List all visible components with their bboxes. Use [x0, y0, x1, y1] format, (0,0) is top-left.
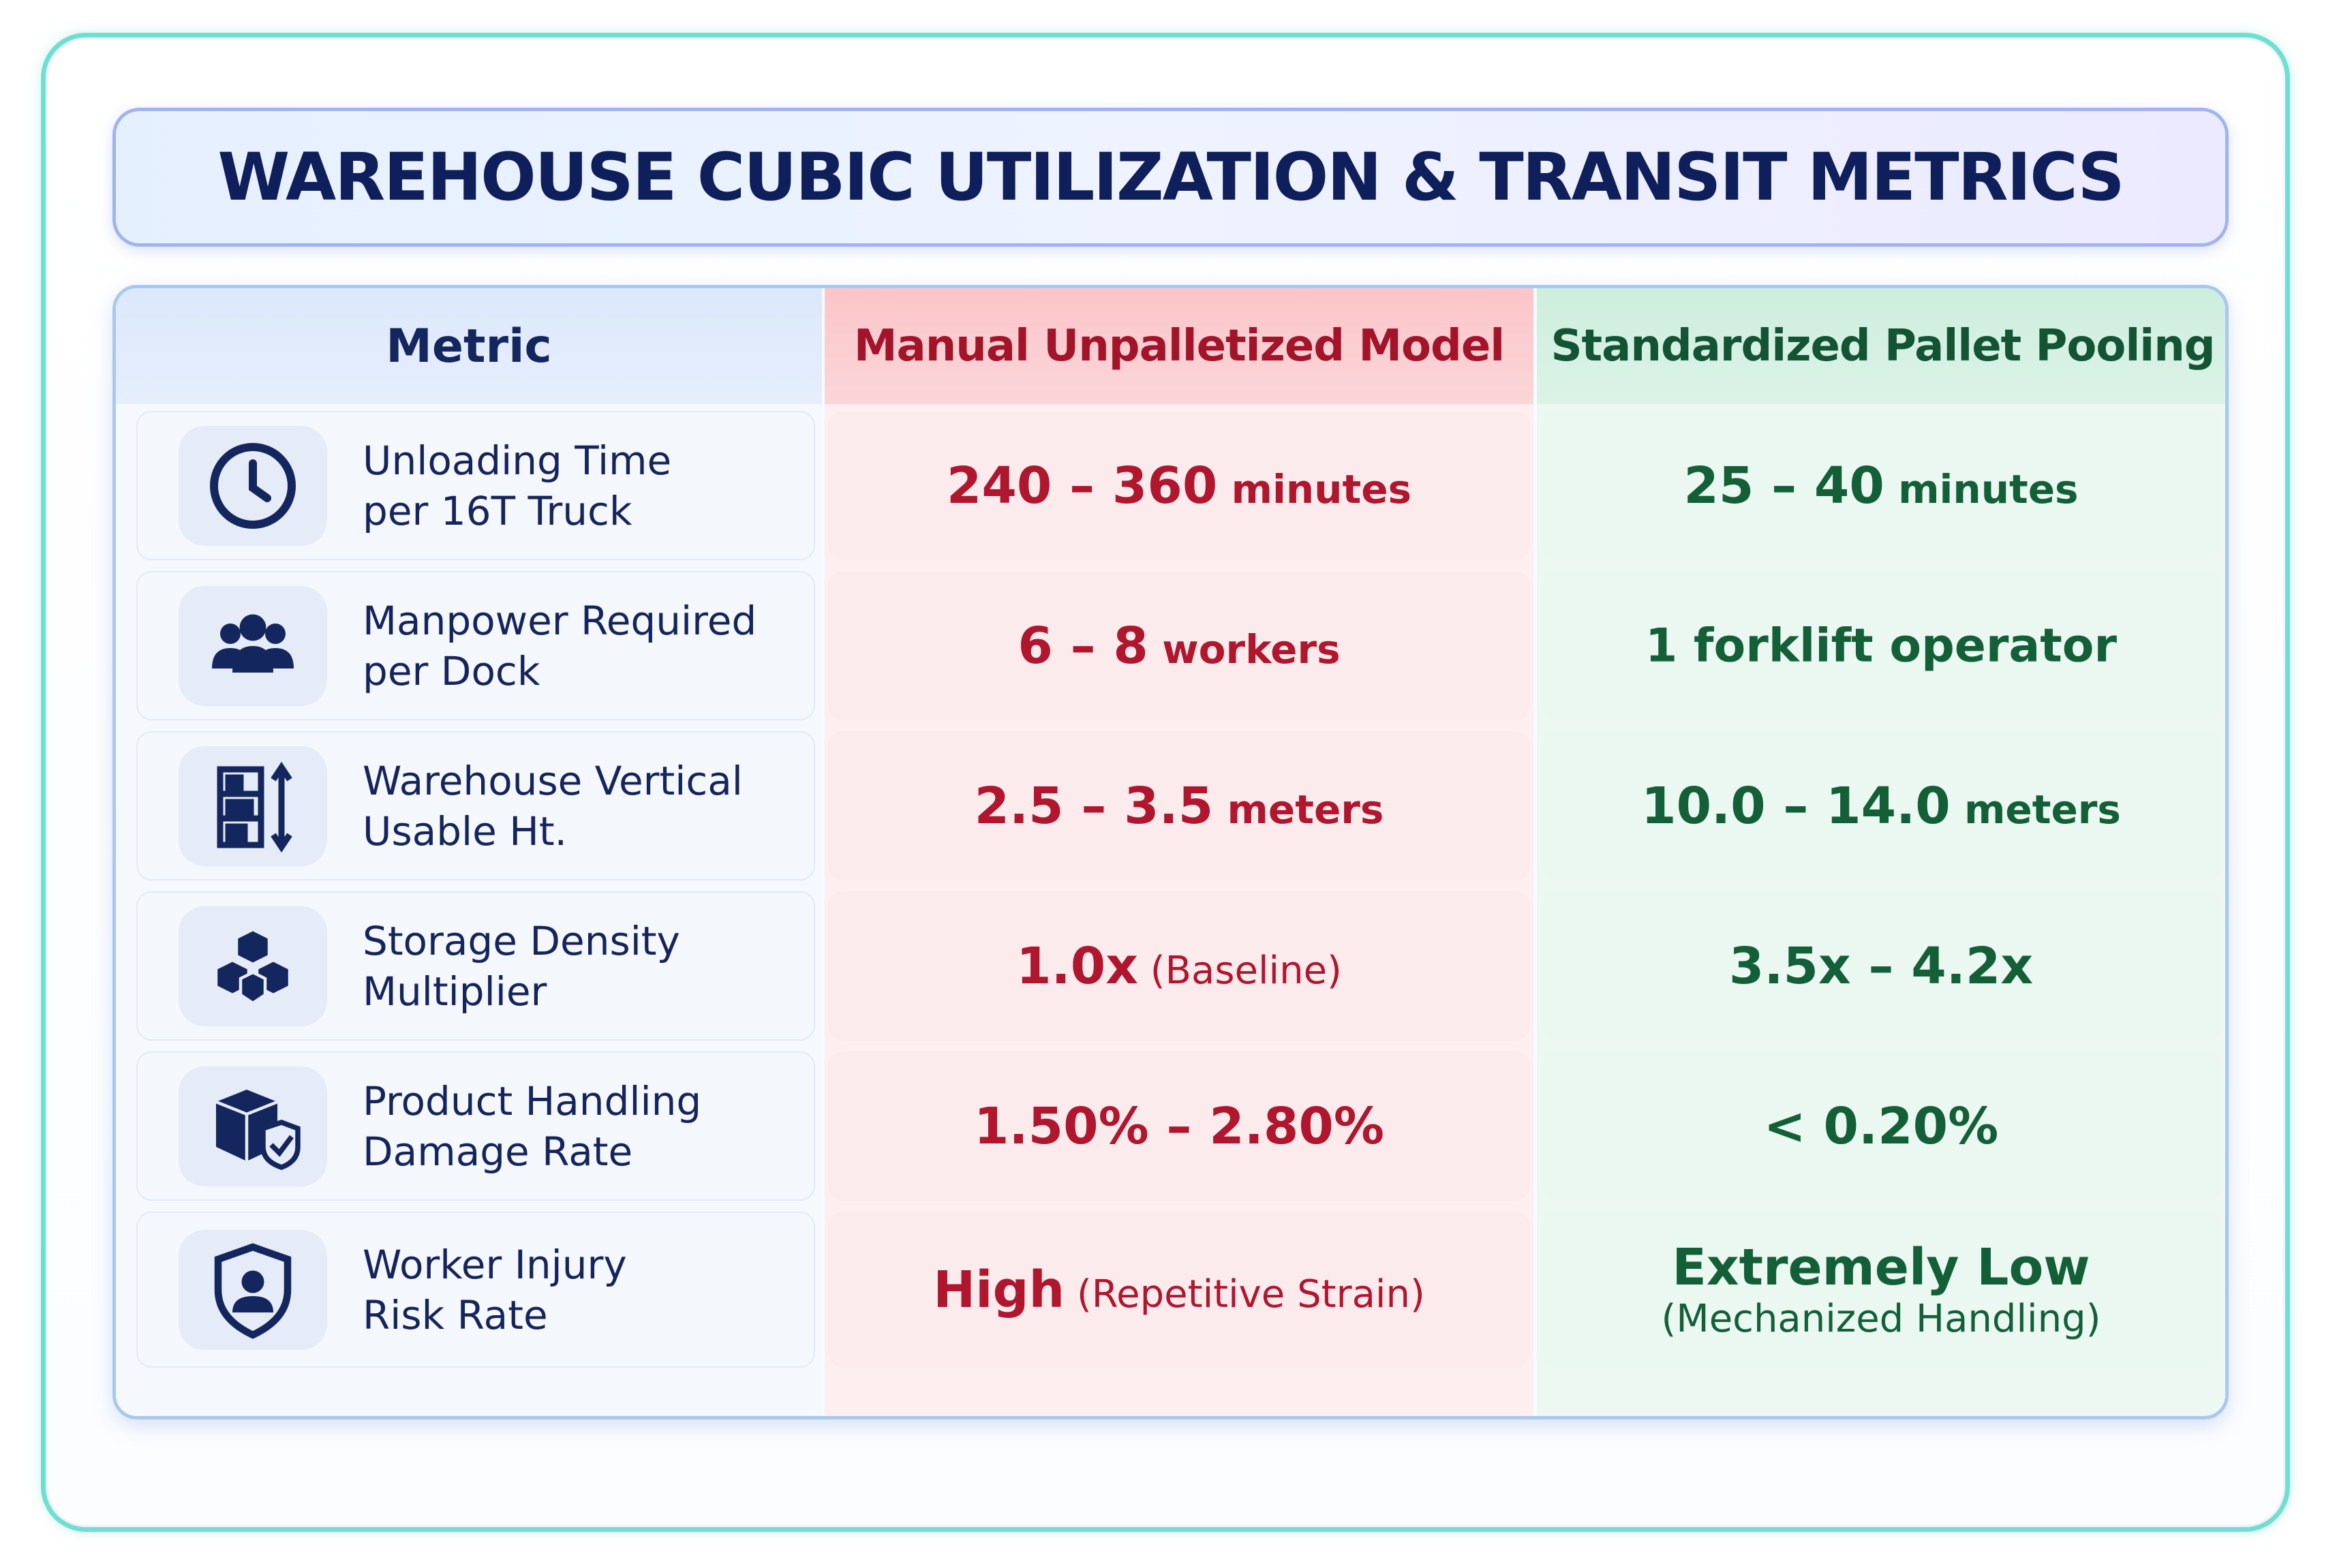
pallet-value: < 0.20% [1763, 1096, 1999, 1156]
clock-icon [179, 425, 327, 546]
page-title: WAREHOUSE CUBIC UTILIZATION & TRANSIT ME… [217, 139, 2124, 215]
manual-value: 2.5 – 3.5 [974, 776, 1214, 835]
table-row: Unloading Time per 16T Truck 240 – 360 m… [116, 404, 2225, 564]
manual-value: High [933, 1260, 1065, 1319]
metric-label: Warehouse Vertical Usable Ht. [363, 757, 743, 855]
header-metric: Metric [116, 288, 822, 404]
metric-label: Manpower Required per Dock [363, 597, 757, 694]
pallet-cell: < 0.20% [1540, 1051, 2222, 1201]
header-manual-model: Manual Unpalletized Model [825, 288, 1533, 404]
table-row: Worker Injury Risk Rate High (Repetitive… [116, 1205, 2225, 1372]
header-pallet-pooling: Standardized Pallet Pooling [1537, 288, 2225, 404]
pallet-cell: 10.0 – 14.0 meters [1540, 731, 2222, 880]
manual-value: 1.50% – 2.80% [974, 1096, 1384, 1156]
metric-label: Product Handling Damage Rate [363, 1077, 702, 1175]
pallet-cell: Extremely Low (Mechanized Handling) [1540, 1212, 2222, 1368]
metric-label: Worker Injury Risk Rate [363, 1241, 627, 1338]
manual-value: 240 – 360 [946, 456, 1218, 515]
manual-cell: 6 – 8 workers [828, 571, 1530, 720]
manual-cell: 240 – 360 minutes [828, 411, 1530, 560]
pallet-cell: 25 – 40 minutes [1540, 411, 2222, 560]
metric-cell: Worker Injury Risk Rate [136, 1212, 815, 1368]
manual-unit: meters [1213, 786, 1384, 833]
vertical-rack-icon [179, 745, 327, 866]
manual-unit: workers [1148, 626, 1341, 673]
people-group-icon [179, 585, 327, 706]
manual-cell: 1.50% – 2.80% [828, 1051, 1530, 1201]
title-banner: WAREHOUSE CUBIC UTILIZATION & TRANSIT ME… [112, 108, 2229, 247]
manual-cell: High (Repetitive Strain) [828, 1212, 1530, 1368]
metric-cell: Warehouse Vertical Usable Ht. [136, 731, 815, 880]
table-row: Warehouse Vertical Usable Ht. 2.5 – 3.5 … [116, 724, 2225, 885]
manual-cell: 1.0x (Baseline) [828, 891, 1530, 1041]
manual-note: (Repetitive Strain) [1065, 1272, 1425, 1317]
manual-note: (Baseline) [1137, 948, 1342, 993]
pallet-cell: 3.5x – 4.2x [1540, 891, 2222, 1041]
metric-cell: Manpower Required per Dock [136, 571, 815, 720]
pallet-value: 25 – 40 [1683, 456, 1884, 515]
table-row: Manpower Required per Dock 6 – 8 workers… [116, 564, 2225, 724]
stacked-boxes-icon [179, 906, 327, 1026]
manual-cell: 2.5 – 3.5 meters [828, 731, 1530, 880]
metric-cell: Storage Density Multiplier [136, 891, 815, 1041]
pallet-unit: minutes [1884, 465, 2079, 512]
metric-label: Unloading Time per 16T Truck [363, 437, 672, 534]
metric-label: Storage Density Multiplier [363, 917, 680, 1015]
pallet-note: (Mechanized Handling) [1661, 1296, 2101, 1341]
manual-unit: minutes [1217, 465, 1412, 512]
metric-cell: Product Handling Damage Rate [136, 1051, 815, 1201]
metric-cell: Unloading Time per 16T Truck [136, 411, 815, 560]
table-row: Product Handling Damage Rate 1.50% – 2.8… [116, 1045, 2225, 1205]
pallet-value: 3.5x – 4.2x [1728, 936, 2034, 996]
pallet-unit: meters [1950, 786, 2121, 833]
table-row: Storage Density Multiplier 1.0x (Baselin… [116, 885, 2225, 1045]
pallet-value: 1 forklift operator [1645, 619, 2118, 673]
pallet-value: 10.0 – 14.0 [1641, 776, 1951, 835]
box-shield-icon [179, 1066, 327, 1186]
worker-shield-icon [179, 1229, 327, 1350]
pallet-value: Extremely Low [1672, 1238, 2090, 1297]
manual-value: 6 – 8 [1018, 616, 1148, 675]
comparison-table: Metric Manual Unpalletized Model Standar… [112, 285, 2229, 1419]
pallet-cell: 1 forklift operator [1540, 571, 2222, 720]
manual-value: 1.0x [1016, 936, 1138, 996]
